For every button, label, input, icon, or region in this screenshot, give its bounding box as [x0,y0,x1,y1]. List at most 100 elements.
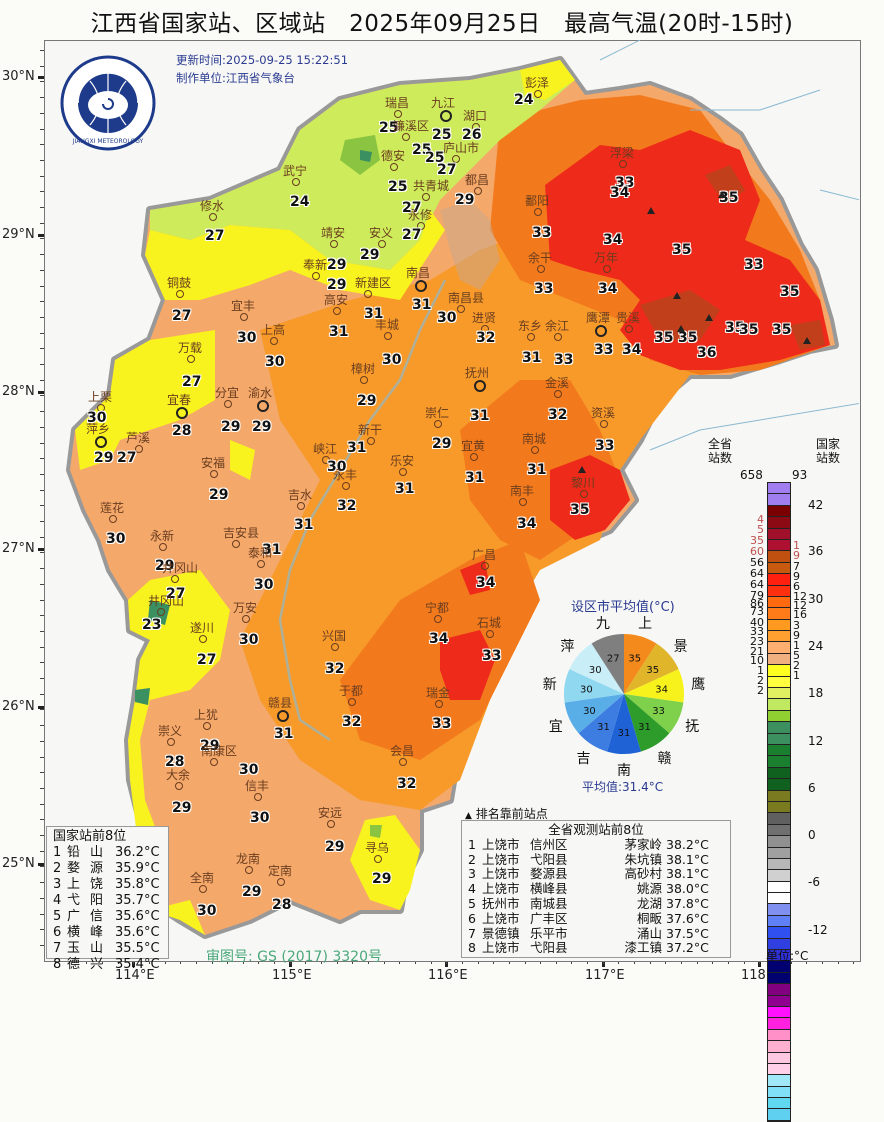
station-marker-icon[interactable] [374,855,382,863]
minor-tick [101,960,103,964]
station-marker-icon[interactable] [402,133,410,141]
station-marker-icon[interactable] [554,390,562,398]
rank-city: 抚州市 [482,895,520,911]
national-rank-row: 4 弋阳 35.7°C [53,893,162,909]
station-marker-icon[interactable] [434,615,442,623]
station-marker-icon[interactable] [240,313,248,321]
station-marker-icon[interactable] [254,793,262,801]
station-marker-icon[interactable] [625,325,633,333]
station-marker-icon[interactable] [603,265,611,273]
station-marker-icon[interactable] [399,758,407,766]
station-marker-icon[interactable] [384,332,392,340]
station-marker-icon[interactable] [330,240,338,248]
station-name: 鹰潭 [586,311,611,325]
rank-marker-icon [705,314,713,321]
station-marker-icon[interactable] [600,420,608,428]
national-rank-row: 2 婺源 35.9°C [53,861,162,877]
station-marker-icon[interactable] [390,163,398,171]
station-marker-icon[interactable] [474,187,482,195]
station-marker-icon[interactable] [312,272,320,280]
station-temperature: 34 [603,232,623,248]
station-marker-icon[interactable] [297,502,305,510]
station-name: 上犹 [194,708,219,722]
station-marker-icon[interactable] [342,482,350,490]
station-marker-icon[interactable] [199,885,207,893]
station-marker-icon[interactable] [277,878,285,886]
station-temperature: 29 [221,419,241,435]
station-marker-icon[interactable] [367,437,375,445]
station-marker-icon[interactable] [333,307,341,315]
minor-tick [258,960,260,964]
station-marker-icon[interactable] [440,110,452,122]
station-marker-icon[interactable] [422,193,430,201]
station-marker-icon[interactable] [472,123,480,131]
station-marker-icon[interactable] [203,722,211,730]
station-marker-icon[interactable] [277,710,289,722]
station-marker-icon[interactable] [527,333,535,341]
station-marker-icon[interactable] [486,630,494,638]
station-marker-icon[interactable] [159,543,167,551]
station-marker-icon[interactable] [481,562,489,570]
rank-city: 上饶市 [482,836,520,852]
station-marker-icon[interactable] [364,290,372,298]
legend-national-count: 6 [793,580,800,593]
station-marker-icon[interactable] [157,608,165,616]
station-marker-icon[interactable] [210,470,218,478]
station-marker-icon[interactable] [199,635,207,643]
station-marker-icon[interactable] [135,445,143,453]
station-marker-icon[interactable] [224,400,232,408]
legend-province-count: 60 [750,545,764,558]
station-marker-icon[interactable] [534,90,542,98]
station-marker-icon[interactable] [109,515,117,523]
station-marker-icon[interactable] [474,380,486,392]
station-marker-icon[interactable] [435,700,443,708]
station-marker-icon[interactable] [531,446,539,454]
station-marker-icon[interactable] [210,758,218,766]
minor-tick [665,960,667,964]
station-marker-icon[interactable] [257,400,269,412]
station-marker-icon[interactable] [232,540,240,548]
station-marker-icon[interactable] [348,698,356,706]
station-marker-icon[interactable] [187,355,195,363]
station-marker-icon[interactable] [257,560,265,568]
station-marker-icon[interactable] [360,376,368,384]
station-marker-icon[interactable] [176,407,188,419]
station-marker-icon[interactable] [175,782,183,790]
station-marker-icon[interactable] [595,325,607,337]
station-marker-icon[interactable] [167,738,175,746]
station-marker-icon[interactable] [434,420,442,428]
station-marker-icon[interactable] [470,453,478,461]
station-marker-icon[interactable] [378,240,386,248]
station-marker-icon[interactable] [322,456,330,464]
station-marker-icon[interactable] [270,337,278,345]
station-marker-icon[interactable] [245,866,253,874]
station-marker-icon[interactable] [534,208,542,216]
latitude-tick [38,391,45,394]
station-marker-icon[interactable] [331,643,339,651]
station-marker-icon[interactable] [242,615,250,623]
station-marker-icon[interactable] [417,222,425,230]
station-marker-icon[interactable] [519,498,527,506]
station-marker-icon[interactable] [580,490,588,498]
station-marker-icon[interactable] [481,325,489,333]
station-marker-icon[interactable] [452,155,460,163]
station-marker-icon[interactable] [209,213,217,221]
station-marker-icon[interactable] [327,820,335,828]
station-marker-icon[interactable] [171,575,179,583]
station-marker-icon[interactable] [457,305,465,313]
station-marker-icon[interactable] [394,110,402,118]
station-marker-icon[interactable] [95,436,107,448]
minor-tick [493,960,495,964]
station-marker-icon[interactable] [619,160,627,168]
station-marker-icon[interactable] [176,290,184,298]
rank-rank: 3 [468,866,476,882]
station-marker-icon[interactable] [554,333,562,341]
station-name: 浮梁 [610,146,635,160]
station-marker-icon[interactable] [97,404,105,412]
station-marker-icon[interactable] [415,280,427,292]
station-marker-icon[interactable] [292,178,300,186]
station-marker-icon[interactable] [399,468,407,476]
station-marker-icon[interactable] [537,265,545,273]
station-temperature: 25 [432,127,452,143]
minor-tick [133,960,135,964]
